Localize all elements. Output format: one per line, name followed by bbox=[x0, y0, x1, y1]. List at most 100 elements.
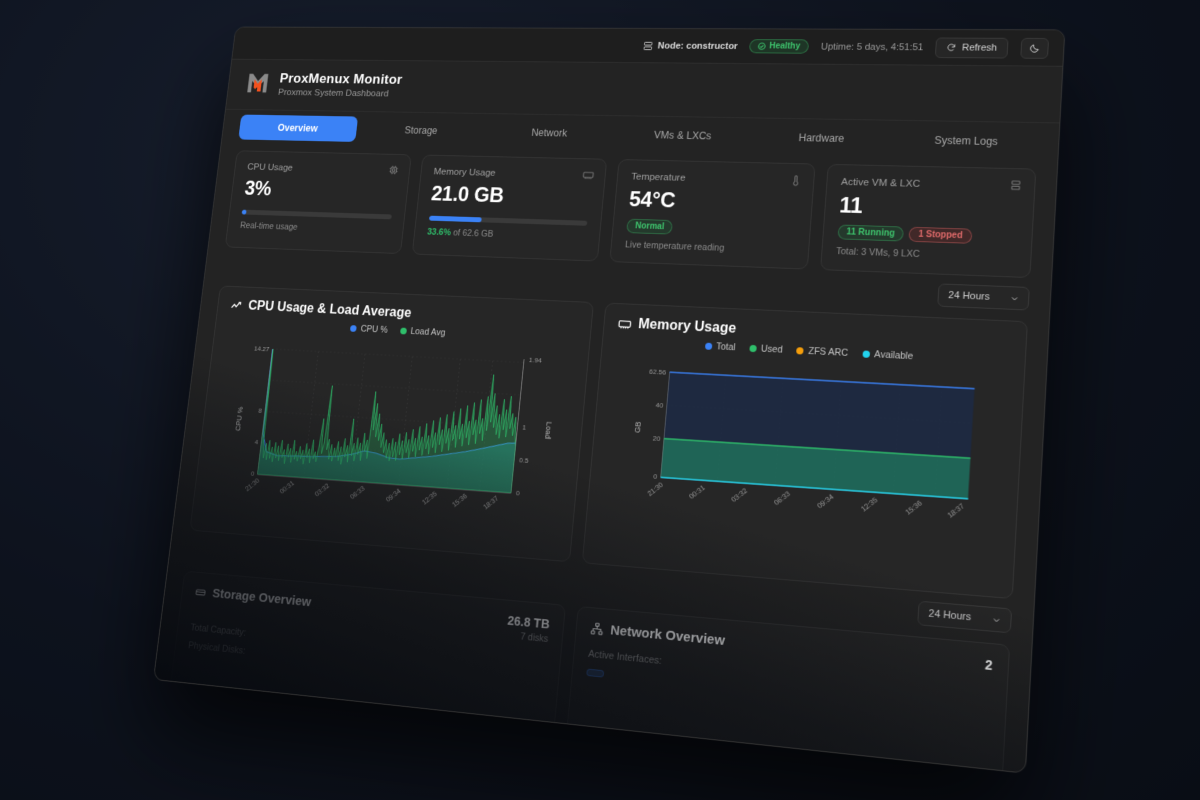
storage-panel-title: Storage Overview bbox=[211, 586, 312, 610]
memory-card-label: Memory Usage bbox=[433, 167, 496, 179]
svg-text:0.5: 0.5 bbox=[519, 457, 529, 465]
health-badge-label: Healthy bbox=[768, 41, 801, 52]
svg-text:06:33: 06:33 bbox=[349, 485, 366, 501]
cpu-y-axis-label: CPU % bbox=[233, 406, 244, 431]
svg-text:21:30: 21:30 bbox=[646, 481, 665, 498]
storage-panel-title-wrap: Storage Overview bbox=[194, 584, 312, 610]
theme-toggle-button[interactable] bbox=[1020, 37, 1050, 59]
vms-card-footer: Total: 3 VMs, 9 LXC bbox=[835, 246, 921, 260]
active-vm-lxc-card: Active VM & LXC 11 11 Running 1 Stopped … bbox=[819, 163, 1037, 279]
cpu-card-label: CPU Usage bbox=[246, 162, 294, 174]
storage-capacity: 26.8 TB bbox=[506, 613, 551, 632]
hard-drive-icon bbox=[194, 585, 207, 599]
svg-text:09:34: 09:34 bbox=[385, 488, 402, 504]
vms-stopped-badge: 1 Stopped bbox=[908, 226, 973, 244]
legend-total: Total bbox=[704, 341, 736, 353]
node-info: Node: constructor bbox=[643, 40, 739, 52]
svg-text:00:31: 00:31 bbox=[279, 480, 296, 496]
tab-network[interactable]: Network bbox=[530, 126, 568, 139]
memory-progress-bar bbox=[428, 215, 588, 226]
svg-text:0: 0 bbox=[250, 471, 255, 478]
storage-disk-count: 7 disks bbox=[519, 631, 549, 645]
cpu-card-footer: Real-time usage bbox=[239, 220, 299, 233]
svg-text:03:32: 03:32 bbox=[314, 482, 331, 498]
time-range-select[interactable]: 24 Hours bbox=[937, 283, 1030, 311]
chevron-down-icon bbox=[1010, 294, 1019, 302]
svg-text:14.27: 14.27 bbox=[254, 346, 270, 354]
svg-text:1: 1 bbox=[522, 424, 527, 432]
svg-text:4: 4 bbox=[254, 439, 259, 446]
memory-card-footer: 33.6% of 62.6 GB bbox=[427, 227, 587, 242]
temperature-card-label: Temperature bbox=[630, 171, 686, 184]
network-metrics: 2 bbox=[985, 657, 993, 673]
memory-stick-icon bbox=[617, 317, 632, 331]
svg-text:0: 0 bbox=[516, 490, 521, 498]
time-range-value: 24 Hours bbox=[948, 290, 991, 303]
legend-used: Used bbox=[749, 343, 783, 355]
vms-card-value: 11 bbox=[838, 193, 864, 219]
svg-text:03:32: 03:32 bbox=[730, 487, 749, 504]
svg-text:12:35: 12:35 bbox=[421, 490, 439, 507]
status-badge-healthy: Healthy bbox=[749, 39, 810, 54]
tab-overview[interactable]: Overview bbox=[238, 114, 358, 142]
svg-text:09:34: 09:34 bbox=[816, 493, 835, 510]
trending-up-icon bbox=[230, 299, 244, 312]
cpu-chart-title: CPU Usage & Load Average bbox=[247, 298, 412, 321]
storage-overview-panel: Storage Overview 26.8 TB 7 disks Total C… bbox=[168, 570, 566, 741]
network-panel-title-wrap: Network Overview bbox=[590, 621, 726, 649]
node-label: Node: constructor bbox=[657, 40, 739, 52]
memory-percent: 33.6% bbox=[426, 227, 452, 238]
tab-hardware[interactable]: Hardware bbox=[798, 131, 845, 145]
cpu-chart-plot: 0 4 8 14.27 0 0.5 1 1.94 CPU % Load 21:30 00… bbox=[233, 346, 554, 512]
network-panel-head: Network Overview 2 bbox=[590, 621, 993, 674]
app-header: ProxMenux Monitor Proxmox System Dashboa… bbox=[227, 60, 1063, 118]
dashboard-window: Node: constructor Healthy Uptime: 5 days… bbox=[153, 26, 1066, 774]
svg-text:40: 40 bbox=[655, 402, 664, 410]
page-subtitle: Proxmox System Dashboard bbox=[277, 87, 390, 99]
temperature-card: Temperature 54°C Normal Live temperature… bbox=[609, 159, 816, 270]
cpu-load-chart-card: CPU Usage & Load Average CPU % Load Avg bbox=[189, 285, 594, 563]
temperature-status-badge: Normal bbox=[626, 218, 674, 235]
cpu-card-value: 3% bbox=[243, 177, 273, 201]
check-circle-icon bbox=[758, 43, 766, 51]
svg-text:62.56: 62.56 bbox=[649, 368, 667, 376]
network-panel-title: Network Overview bbox=[609, 622, 726, 649]
memory-chart-title: Memory Usage bbox=[637, 316, 737, 337]
refresh-button[interactable]: Refresh bbox=[935, 37, 1009, 59]
cpu-y2-axis-label: Load bbox=[543, 421, 554, 439]
memory-card-value: 21.0 GB bbox=[430, 182, 505, 208]
tab-vms-lxcs[interactable]: VMs & LXCs bbox=[653, 129, 712, 142]
page-title: ProxMenux Monitor bbox=[278, 70, 404, 88]
memory-usage-card: Memory Usage 21.0 GB 33.6% of 62.6 GB bbox=[411, 154, 608, 262]
svg-text:1.94: 1.94 bbox=[529, 357, 543, 365]
svg-text:15:36: 15:36 bbox=[904, 499, 924, 517]
network-interface-chip[interactable] bbox=[586, 668, 605, 678]
svg-text:06:33: 06:33 bbox=[773, 490, 792, 507]
memory-stick-icon bbox=[582, 169, 595, 181]
tab-storage[interactable]: Storage bbox=[404, 124, 438, 137]
refresh-label: Refresh bbox=[961, 42, 998, 53]
network-icon bbox=[590, 622, 604, 637]
cpu-usage-card: CPU Usage 3% Real-time usage bbox=[224, 150, 412, 254]
legend-cpu-pct: CPU % bbox=[350, 323, 388, 335]
memory-time-range-value: 24 Hours bbox=[928, 608, 972, 624]
chart-row: CPU Usage & Load Average CPU % Load Avg bbox=[173, 275, 1049, 601]
tab-system-logs[interactable]: System Logs bbox=[934, 134, 999, 148]
network-overview-panel: Network Overview 2 Active Interfaces: bbox=[565, 605, 1011, 774]
svg-text:8: 8 bbox=[258, 408, 263, 415]
svg-text:0: 0 bbox=[653, 473, 658, 481]
memory-y-axis-label: GB bbox=[632, 421, 642, 433]
legend-zfs-arc: ZFS ARC bbox=[796, 345, 848, 359]
cpu-chip-icon bbox=[387, 164, 399, 176]
vms-running-badge: 11 Running bbox=[837, 224, 905, 242]
moon-icon bbox=[1029, 43, 1041, 53]
storage-metrics: 26.8 TB 7 disks bbox=[506, 613, 551, 645]
svg-text:18:37: 18:37 bbox=[946, 502, 966, 520]
proxmenux-logo bbox=[247, 73, 269, 93]
svg-text:00:31: 00:31 bbox=[688, 484, 707, 501]
svg-text:21:30: 21:30 bbox=[244, 477, 261, 493]
server-stack-icon bbox=[1009, 179, 1023, 192]
network-interface-count: 2 bbox=[984, 656, 993, 673]
legend-load-avg: Load Avg bbox=[399, 326, 446, 338]
